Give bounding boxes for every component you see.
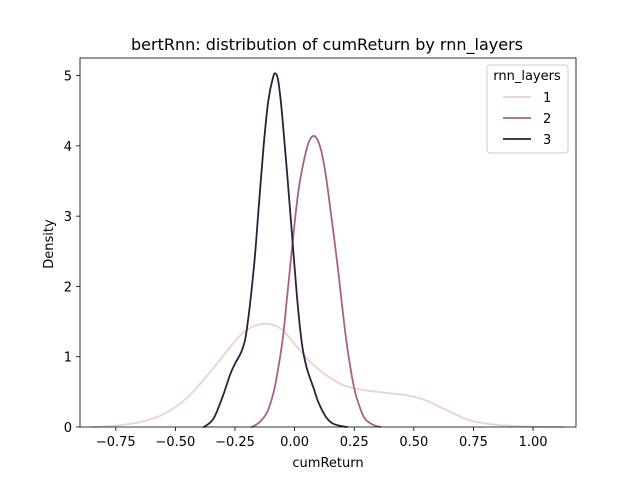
x-tick-label: −0.75 bbox=[96, 435, 136, 450]
x-tick-label: 1.00 bbox=[519, 435, 548, 450]
y-axis: 0 1 2 3 4 5 bbox=[64, 70, 80, 436]
legend-label-1: 1 bbox=[543, 91, 551, 106]
axes-frame bbox=[79, 57, 577, 428]
x-axis: −0.75 −0.50 −0.25 0.00 0.25 0.50 0.75 1.00 bbox=[96, 427, 548, 450]
y-tick-label: 4 bbox=[64, 140, 72, 155]
legend-box bbox=[486, 64, 569, 154]
legend-title: rnn_layers bbox=[493, 69, 561, 84]
x-tick-label: 0.75 bbox=[459, 435, 488, 450]
chart-title: bertRnn: distribution of cumReturn by rn… bbox=[131, 35, 523, 55]
x-axis-label: cumReturn bbox=[292, 456, 363, 471]
y-tick-label: 2 bbox=[64, 280, 72, 295]
x-tick-label: −0.25 bbox=[215, 435, 255, 450]
y-tick-label: 1 bbox=[64, 351, 72, 366]
y-tick-label: 3 bbox=[64, 210, 72, 225]
legend-label-3: 3 bbox=[543, 133, 551, 148]
x-tick-label: 0.00 bbox=[280, 435, 309, 450]
series-line-2 bbox=[250, 135, 382, 428]
y-axis-label: Density bbox=[42, 219, 57, 269]
series-line-3 bbox=[203, 72, 348, 428]
y-tick-label: 5 bbox=[64, 70, 72, 85]
x-tick-label: −0.50 bbox=[155, 435, 195, 450]
x-tick-label: 0.50 bbox=[399, 435, 428, 450]
plot-area bbox=[91, 72, 565, 428]
legend: rnn_layers 1 2 3 bbox=[486, 64, 569, 154]
x-tick-label: 0.25 bbox=[340, 435, 369, 450]
series-line-1 bbox=[91, 322, 565, 428]
legend-label-2: 2 bbox=[543, 112, 551, 127]
y-tick-label: 0 bbox=[64, 421, 72, 436]
